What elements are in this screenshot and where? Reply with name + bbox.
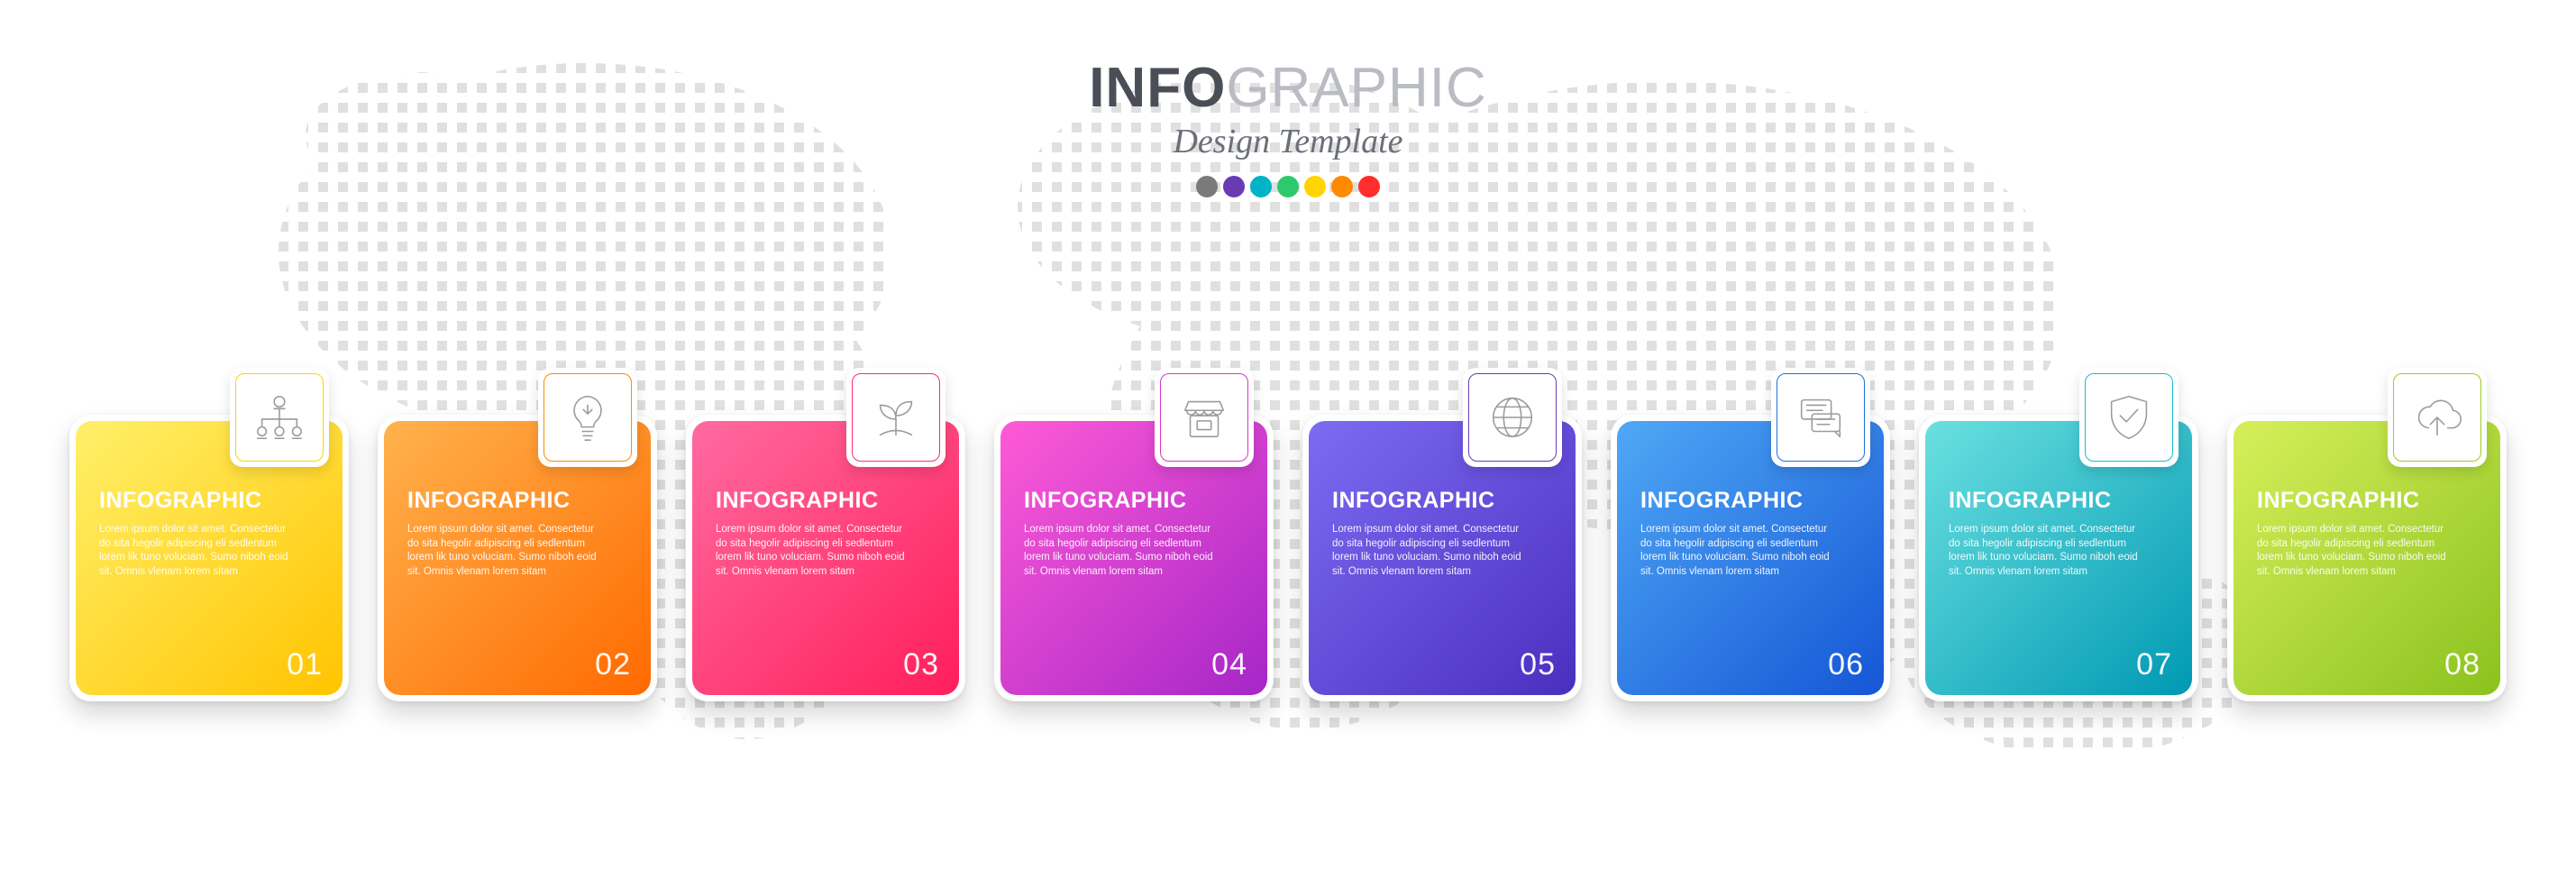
icon-badge [2079,368,2179,467]
icon-badge [1771,368,1870,467]
card-body: Lorem ipsum dolor sit amet. Consectetur … [716,523,905,579]
page-title: INFOGRAPHIC [0,56,2576,120]
card-number: 05 [1520,647,1556,682]
accent-dot [1250,176,1272,197]
accent-dot [1358,176,1380,197]
infographic-card: INFOGRAPHIC Lorem ipsum dolor sit amet. C… [378,415,657,701]
icon-badge [2388,368,2487,467]
lightbulb-icon [560,389,616,445]
infographic-card: INFOGRAPHIC Lorem ipsum dolor sit amet. C… [686,415,965,701]
card-body: Lorem ipsum dolor sit amet. Consectetur … [1949,523,2138,579]
title-light: GRAPHIC [1226,57,1486,119]
card-number: 03 [903,647,939,682]
infographic-card: INFOGRAPHIC Lorem ipsum dolor sit amet. C… [1919,415,2198,701]
card-body: Lorem ipsum dolor sit amet. Consectetur … [1640,523,1830,579]
card-heading: INFOGRAPHIC [1640,488,1860,514]
card-body: Lorem ipsum dolor sit amet. Consectetur … [2257,523,2446,579]
card-body: Lorem ipsum dolor sit amet. Consectetur … [99,523,288,579]
infographic-card: INFOGRAPHIC Lorem ipsum dolor sit amet. C… [1611,415,1890,701]
infographic-card: INFOGRAPHIC Lorem ipsum dolor sit amet. C… [2227,415,2507,701]
infographic-card: INFOGRAPHIC Lorem ipsum dolor sit amet. C… [69,415,349,701]
card-number: 08 [2444,647,2480,682]
card-number: 07 [2136,647,2172,682]
card-number: 02 [595,647,631,682]
icon-badge-inner [235,373,324,462]
icon-badge-inner [1468,373,1557,462]
card-body: Lorem ipsum dolor sit amet. Consectetur … [1332,523,1521,579]
cards-row: INFOGRAPHIC Lorem ipsum dolor sit amet. C… [0,415,2576,701]
icon-badge-inner [1160,373,1248,462]
infographic-card: INFOGRAPHIC Lorem ipsum dolor sit amet. C… [994,415,1274,701]
accent-dot [1304,176,1326,197]
icon-badge [1155,368,1254,467]
card-number: 06 [1828,647,1864,682]
header: INFOGRAPHIC Design Template [0,0,2576,197]
chat-icon [1793,389,1849,445]
infographic-card: INFOGRAPHIC Lorem ipsum dolor sit amet. C… [1302,415,1582,701]
icon-badge-inner [852,373,940,462]
card-heading: INFOGRAPHIC [1949,488,2169,514]
title-bold: INFO [1089,57,1226,119]
org-chart-icon [251,389,307,445]
icon-badge [230,368,329,467]
shop-icon [1176,389,1232,445]
accent-dot [1277,176,1299,197]
icon-badge [538,368,637,467]
icon-badge-inner [1777,373,1865,462]
icon-badge [846,368,945,467]
card-number: 01 [287,647,323,682]
card-heading: INFOGRAPHIC [1332,488,1552,514]
accent-dot [1331,176,1353,197]
sprout-icon [868,389,924,445]
card-heading: INFOGRAPHIC [2257,488,2477,514]
card-heading: INFOGRAPHIC [407,488,627,514]
globe-icon [1484,389,1540,445]
icon-badge [1463,368,1562,467]
card-number: 04 [1211,647,1247,682]
page-subtitle: Design Template [0,122,2576,161]
accent-dot [1196,176,1218,197]
shield-icon [2101,389,2157,445]
icon-badge-inner [544,373,632,462]
card-heading: INFOGRAPHIC [1024,488,1244,514]
card-body: Lorem ipsum dolor sit amet. Consectetur … [407,523,597,579]
icon-badge-inner [2085,373,2173,462]
card-heading: INFOGRAPHIC [716,488,936,514]
card-heading: INFOGRAPHIC [99,488,319,514]
icon-badge-inner [2393,373,2481,462]
card-body: Lorem ipsum dolor sit amet. Consectetur … [1024,523,1213,579]
cloud-up-icon [2409,389,2465,445]
accent-dot [1223,176,1245,197]
accent-dot-row [0,176,2576,197]
